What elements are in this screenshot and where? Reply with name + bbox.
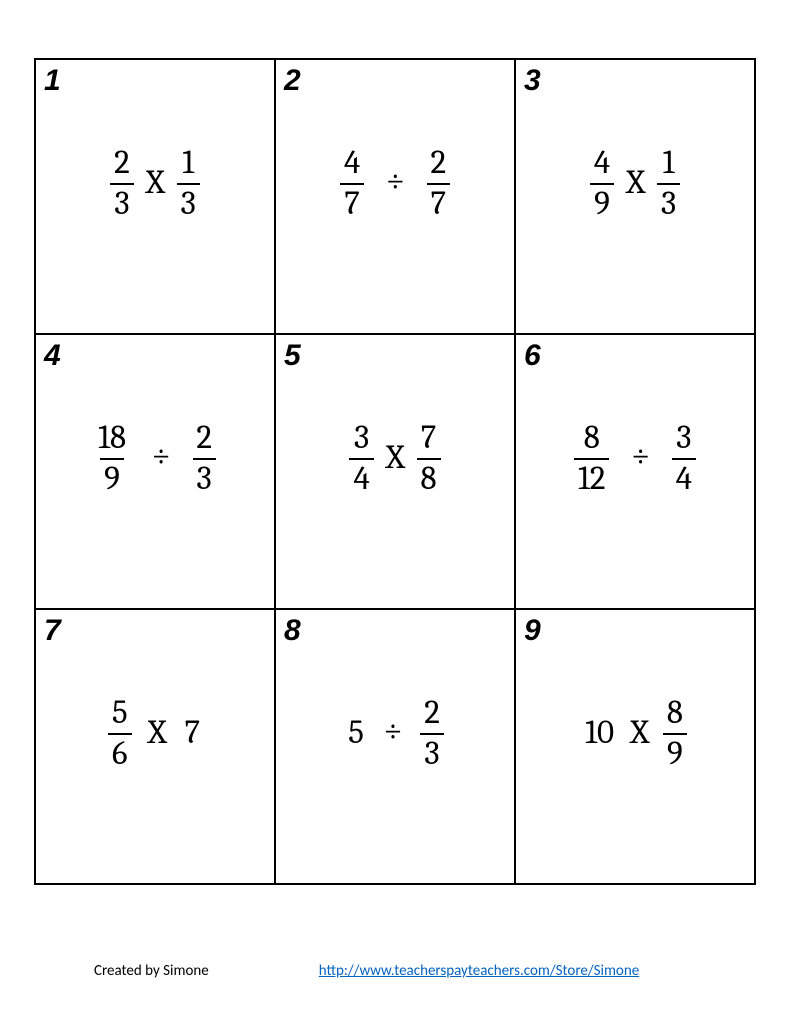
expression: 56 X 7 [108, 697, 202, 771]
fraction-left: 189 [94, 422, 130, 496]
operator: X [618, 167, 653, 200]
fraction-right: 23 [192, 422, 216, 496]
fraction-right: 78 [417, 422, 441, 496]
cell-number: 5 [284, 339, 301, 373]
cell-4: 4 189 ÷ 23 [35, 334, 275, 609]
cell-number: 4 [44, 339, 61, 373]
worksheet-grid: 1 23 X 13 2 47 ÷ 27 3 49 X 13 4 189 ÷ 23… [34, 58, 756, 885]
fraction-left: 812 [574, 422, 610, 496]
cell-number: 9 [524, 614, 541, 648]
operator: ÷ [370, 715, 416, 748]
fraction-left: 56 [108, 697, 132, 771]
operator: X [620, 717, 659, 750]
cell-1: 1 23 X 13 [35, 59, 275, 334]
cell-number: 8 [284, 614, 301, 648]
cell-3: 3 49 X 13 [515, 59, 755, 334]
expression: 23 X 13 [110, 147, 200, 221]
cell-5: 5 34 X 78 [275, 334, 515, 609]
fraction-right: 23 [420, 697, 444, 771]
expression: 47 ÷ 27 [340, 147, 450, 221]
fraction-left: 34 [349, 422, 373, 496]
fraction-right: 89 [663, 697, 687, 771]
fraction-left: 23 [110, 147, 134, 221]
expression: 10 X 89 [583, 697, 687, 771]
operator: X [378, 442, 413, 475]
operator: ÷ [613, 440, 667, 473]
fraction-right: 34 [672, 422, 696, 496]
cell-number: 3 [524, 64, 541, 98]
cell-number: 1 [44, 64, 61, 98]
cell-number: 7 [44, 614, 61, 648]
fraction-left: 49 [590, 147, 614, 221]
fraction-right: 13 [177, 147, 200, 221]
fraction-right: 27 [426, 147, 450, 221]
footer-link[interactable]: http://www.teacherspayteachers.com/Store… [319, 962, 640, 980]
footer-credit: Created by Simone [94, 962, 209, 980]
operator: X [136, 717, 179, 750]
expression: 189 ÷ 23 [94, 422, 216, 496]
whole-right: 7 [183, 717, 203, 750]
cell-number: 6 [524, 339, 541, 373]
expression: 812 ÷ 34 [574, 422, 696, 496]
fraction-right: 13 [657, 147, 680, 221]
whole-left: 10 [583, 717, 616, 750]
footer: Created by Simone http://www.teacherspay… [0, 962, 791, 980]
expression: 49 X 13 [590, 147, 680, 221]
cell-number: 2 [284, 64, 301, 98]
cell-9: 9 10 X 89 [515, 609, 755, 884]
whole-left: 5 [346, 717, 366, 750]
operator: ÷ [368, 165, 422, 198]
cell-6: 6 812 ÷ 34 [515, 334, 755, 609]
cell-7: 7 56 X 7 [35, 609, 275, 884]
cell-2: 2 47 ÷ 27 [275, 59, 515, 334]
operator: X [138, 167, 173, 200]
cell-8: 8 5 ÷ 23 [275, 609, 515, 884]
expression: 34 X 78 [349, 422, 440, 496]
operator: ÷ [134, 440, 188, 473]
expression: 5 ÷ 23 [346, 697, 444, 771]
fraction-left: 47 [340, 147, 364, 221]
